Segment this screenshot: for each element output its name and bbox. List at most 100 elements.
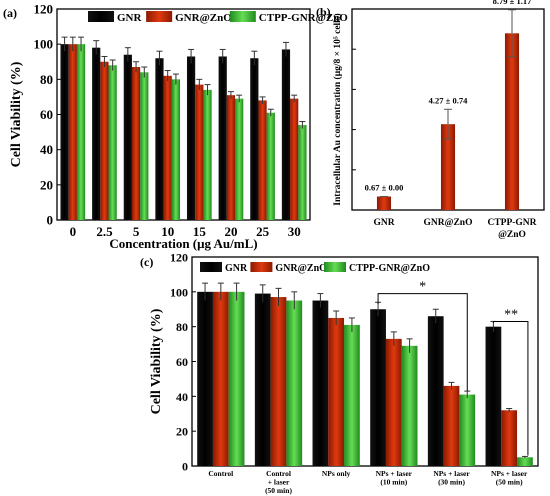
significance-bracket bbox=[492, 320, 529, 456]
bar bbox=[163, 75, 172, 220]
x-tick-label: 0 bbox=[70, 224, 77, 239]
data-label: 8.79 ± 1.17 bbox=[493, 0, 532, 6]
legend-label: GNR@ZnO bbox=[175, 12, 232, 24]
y-axis-label: Cell Viability (%) bbox=[149, 308, 164, 414]
legend-swatch bbox=[229, 11, 256, 22]
y-tick-label: 40 bbox=[40, 142, 53, 157]
bar bbox=[504, 33, 520, 210]
x-tick-label: (50 min) bbox=[496, 478, 523, 487]
bar bbox=[312, 300, 329, 466]
bar bbox=[440, 124, 456, 210]
y-tick-label: 100 bbox=[34, 37, 54, 52]
legend-swatch bbox=[250, 262, 273, 272]
x-tick-label: 30 bbox=[288, 224, 301, 239]
x-tick-label: 20 bbox=[224, 224, 237, 239]
bar bbox=[443, 385, 460, 466]
chart-panel-b: 0246810Intracellular Au concentration (μ… bbox=[332, 0, 545, 240]
bar bbox=[171, 79, 181, 220]
x-tick-label: GNR@ZnO bbox=[424, 218, 473, 228]
x-tick-label: Control bbox=[208, 469, 233, 478]
panel-label-b: (b) bbox=[316, 5, 331, 19]
significance-annotations: *** bbox=[377, 280, 529, 456]
bar bbox=[501, 410, 518, 466]
legend-label: CTPP-GNR@ZnO bbox=[349, 263, 430, 274]
chart-panel-c: 0 20 40 60 80 100 120 Cell Viability (%) Control… bbox=[149, 251, 539, 495]
significance-label: ** bbox=[504, 307, 518, 322]
bar bbox=[254, 293, 271, 466]
bar bbox=[197, 291, 213, 466]
bar bbox=[76, 44, 86, 220]
legend-label: GNR@ZnO bbox=[275, 263, 327, 274]
bar bbox=[385, 338, 402, 466]
x-tick-label: 5 bbox=[133, 224, 140, 239]
x-tick-label: CTPP-GNR bbox=[487, 218, 536, 228]
bar bbox=[376, 196, 392, 210]
x-tick-label: GNR bbox=[373, 218, 394, 228]
y-axis-label: Cell Viability (%) bbox=[9, 61, 24, 167]
legend-label: GNR bbox=[117, 12, 143, 24]
x-tick-label: (10 min) bbox=[380, 478, 407, 487]
bar bbox=[266, 112, 275, 220]
chart-panel-a: 0 20 40 60 80 100 120 Cell Viability (%) 0 2.5 5 10… bbox=[9, 2, 348, 252]
bar bbox=[123, 54, 132, 220]
y-tick-label: 60 bbox=[176, 355, 188, 369]
y-tick-label: 120 bbox=[34, 2, 54, 17]
bar bbox=[459, 394, 476, 466]
bar bbox=[203, 89, 212, 220]
x-tick-label: NPs + laser bbox=[376, 469, 413, 478]
bar bbox=[212, 291, 229, 466]
bar bbox=[60, 44, 69, 220]
bar bbox=[485, 326, 502, 466]
y-tick-label: 20 bbox=[40, 177, 53, 192]
bar bbox=[290, 98, 299, 220]
bar bbox=[250, 58, 259, 220]
legend-label: CTPP-GNR@ZnO bbox=[259, 12, 349, 24]
bar bbox=[195, 84, 204, 220]
bar bbox=[131, 67, 141, 221]
bar bbox=[140, 72, 149, 220]
bar bbox=[108, 65, 117, 221]
bar bbox=[281, 49, 291, 220]
x-tick-label: + laser bbox=[268, 478, 290, 487]
x-tick-label: (30 min) bbox=[438, 478, 465, 487]
x-tick-label: 25 bbox=[256, 224, 270, 239]
bar bbox=[186, 56, 196, 220]
bar bbox=[235, 98, 244, 220]
y-tick-label: 60 bbox=[40, 107, 53, 122]
y-tick-label: 20 bbox=[176, 425, 188, 439]
x-tick-label: 2.5 bbox=[96, 224, 113, 239]
bar bbox=[328, 317, 345, 466]
panel-label-c: (c) bbox=[140, 255, 153, 269]
bar bbox=[401, 345, 418, 466]
x-tick-label: NPs + laser bbox=[433, 469, 470, 478]
bar bbox=[155, 58, 164, 220]
bar bbox=[92, 47, 101, 220]
bar bbox=[370, 309, 386, 466]
legend-swatch bbox=[324, 262, 346, 272]
significance-bracket bbox=[377, 293, 468, 392]
y-tick-label: 0 bbox=[47, 213, 54, 228]
y-tick-label: 120 bbox=[170, 251, 188, 265]
y-tick-label: 40 bbox=[176, 390, 188, 404]
bar bbox=[226, 95, 236, 220]
y-tick-label: 100 bbox=[170, 285, 188, 299]
y-axis-label: Intracellular Au concentration (μg/8 × 1… bbox=[332, 13, 343, 205]
x-tick-label: 10 bbox=[161, 224, 174, 239]
bar bbox=[218, 56, 227, 220]
data-label: 4.27 ± 0.74 bbox=[429, 95, 468, 105]
x-tick-label: 15 bbox=[193, 224, 207, 239]
panel-label-a: (a) bbox=[3, 6, 17, 20]
y-tick-label: 80 bbox=[40, 72, 53, 87]
bar bbox=[517, 457, 533, 466]
bar bbox=[68, 44, 77, 220]
x-tick-label: Control bbox=[266, 469, 291, 478]
significance-label: * bbox=[419, 280, 426, 295]
x-axis-label: Concentration (μg Au/mL) bbox=[109, 236, 257, 251]
bar bbox=[427, 316, 444, 466]
bar bbox=[258, 100, 267, 220]
bar bbox=[270, 297, 287, 466]
bar bbox=[298, 125, 307, 220]
bar bbox=[100, 61, 109, 220]
data-label: 0.67 ± 0.00 bbox=[365, 183, 404, 193]
